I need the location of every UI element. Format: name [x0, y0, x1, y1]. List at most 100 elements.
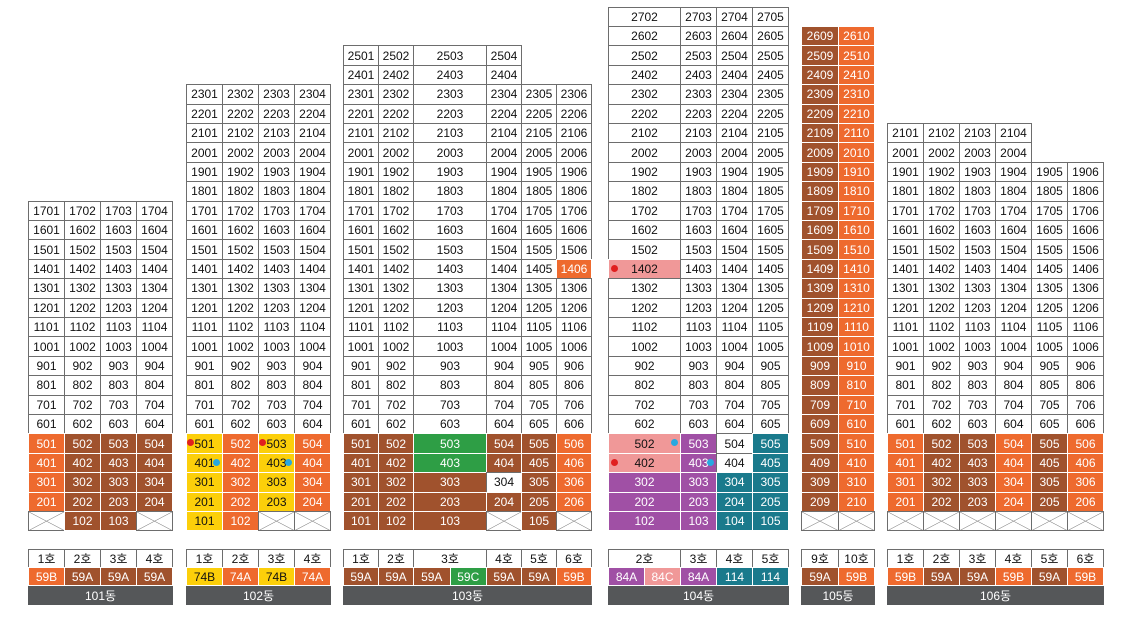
unit-cell[interactable]: 501	[887, 433, 924, 454]
unit-cell[interactable]: 1204	[716, 297, 753, 318]
unit-cell[interactable]: 1503	[413, 239, 487, 260]
unit-cell[interactable]: 1604	[136, 220, 173, 241]
unit-cell[interactable]: 605	[1031, 414, 1068, 435]
unit-cell[interactable]: 809	[801, 375, 839, 396]
unit-cell[interactable]: 1501	[28, 239, 65, 260]
unit-cell[interactable]: 1505	[752, 239, 789, 260]
unit-cell[interactable]: 402	[222, 452, 259, 474]
unit-cell[interactable]: 202	[222, 491, 259, 512]
unit-cell[interactable]: 104	[716, 511, 753, 532]
unit-cell[interactable]: 2501	[343, 45, 379, 66]
unit-cell[interactable]: 1901	[343, 161, 379, 183]
unit-cell[interactable]: 505	[1031, 433, 1068, 454]
unit-cell[interactable]: 1002	[923, 336, 960, 357]
unit-cell[interactable]: 1006	[1067, 336, 1104, 357]
unit-cell[interactable]: 1501	[887, 239, 924, 260]
unit-cell[interactable]: 604	[486, 414, 522, 435]
unit-cell[interactable]: 1201	[343, 297, 379, 318]
unit-cell[interactable]: 1605	[1031, 220, 1068, 241]
unit-cell[interactable]: 502	[608, 433, 681, 454]
unit-cell[interactable]: 303	[680, 472, 717, 493]
unit-cell[interactable]: 702	[608, 394, 681, 415]
unit-cell[interactable]: 404	[995, 452, 1032, 474]
unit-cell[interactable]: 2204	[486, 103, 522, 124]
unit-cell[interactable]: 1503	[100, 239, 137, 260]
unit-cell[interactable]: 103	[680, 511, 717, 532]
unit-cell[interactable]: 1902	[608, 161, 681, 183]
unit-cell[interactable]: 2302	[222, 84, 259, 105]
unit-cell[interactable]: 2704	[716, 6, 753, 27]
unit-cell[interactable]: 1801	[186, 181, 223, 202]
unit-cell[interactable]: 1602	[64, 220, 101, 241]
unit-cell[interactable]: 201	[186, 491, 223, 512]
unit-cell[interactable]: 1106	[556, 317, 592, 338]
unit-cell[interactable]: 303	[959, 472, 996, 493]
unit-cell[interactable]: 1601	[186, 220, 223, 241]
unit-cell[interactable]: 310	[838, 472, 875, 493]
unit-cell[interactable]: 2210	[838, 103, 875, 124]
unit-cell[interactable]: 802	[608, 375, 681, 396]
unit-cell[interactable]: 1003	[258, 336, 295, 357]
unit-cell[interactable]: 1001	[887, 336, 924, 357]
unit-cell[interactable]: 805	[521, 375, 557, 396]
unit-cell[interactable]: 905	[521, 355, 557, 377]
unit-cell[interactable]: 602	[222, 414, 259, 435]
unit-cell[interactable]: 1509	[801, 239, 839, 260]
unit-cell[interactable]: 1205	[752, 297, 789, 318]
unit-cell[interactable]: 1003	[413, 336, 487, 357]
unit-cell[interactable]: 1304	[716, 278, 753, 299]
unit-cell[interactable]: 903	[959, 355, 996, 377]
unit-cell[interactable]: 1304	[486, 278, 522, 299]
unit-cell[interactable]: 1503	[959, 239, 996, 260]
unit-cell[interactable]: 2310	[838, 84, 875, 105]
unit-cell[interactable]: 2702	[608, 6, 681, 27]
unit-cell[interactable]: 1402	[222, 258, 259, 280]
unit-cell[interactable]: 1406	[556, 258, 592, 280]
unit-cell[interactable]: 1205	[1031, 297, 1068, 318]
unit-cell[interactable]: 2402	[608, 64, 681, 86]
unit-cell[interactable]: 1701	[343, 200, 379, 221]
unit-cell[interactable]: 704	[294, 394, 331, 415]
unit-cell[interactable]: 910	[838, 355, 875, 377]
unit-cell[interactable]: 204	[294, 491, 331, 512]
unit-cell[interactable]: 1310	[838, 278, 875, 299]
unit-cell[interactable]: 1705	[752, 200, 789, 221]
unit-cell[interactable]: 1805	[521, 181, 557, 202]
unit-cell[interactable]: 2105	[521, 123, 557, 144]
unit-cell[interactable]: 1105	[752, 317, 789, 338]
unit-cell[interactable]: 504	[294, 433, 331, 454]
unit-cell[interactable]: 1602	[378, 220, 414, 241]
unit-cell[interactable]: 1504	[995, 239, 1032, 260]
unit-cell[interactable]: 601	[186, 414, 223, 435]
unit-cell[interactable]: 1404	[294, 258, 331, 280]
unit-cell[interactable]: 1002	[222, 336, 259, 357]
unit-cell[interactable]: 502	[923, 433, 960, 454]
unit-cell[interactable]: 704	[486, 394, 522, 415]
unit-cell[interactable]: 1201	[887, 297, 924, 318]
unit-cell[interactable]: 301	[887, 472, 924, 493]
unit-cell[interactable]: 902	[923, 355, 960, 377]
unit-cell[interactable]: 1704	[294, 200, 331, 221]
unit-cell[interactable]: 602	[923, 414, 960, 435]
unit-cell[interactable]: 1903	[413, 161, 487, 183]
unit-cell[interactable]: 2003	[680, 142, 717, 163]
unit-cell[interactable]: 1606	[556, 220, 592, 241]
unit-cell[interactable]: 202	[608, 491, 681, 512]
unit-cell[interactable]: 1204	[995, 297, 1032, 318]
unit-cell[interactable]: 906	[1067, 355, 1104, 377]
unit-cell[interactable]: 1803	[258, 181, 295, 202]
unit-cell[interactable]: 705	[521, 394, 557, 415]
unit-cell[interactable]: 1102	[923, 317, 960, 338]
unit-cell[interactable]: 1801	[343, 181, 379, 202]
unit-cell[interactable]: 2201	[186, 103, 223, 124]
unit-cell[interactable]: 1504	[294, 239, 331, 260]
unit-cell[interactable]: 2505	[752, 45, 789, 66]
unit-cell[interactable]: 803	[959, 375, 996, 396]
unit-cell[interactable]: 2104	[995, 123, 1032, 144]
unit-cell[interactable]: 1405	[752, 258, 789, 280]
unit-cell[interactable]: 802	[923, 375, 960, 396]
unit-cell[interactable]: 2102	[608, 123, 681, 144]
unit-cell[interactable]: 1701	[28, 200, 65, 221]
unit-cell[interactable]: 105	[521, 511, 557, 532]
unit-cell[interactable]: 2101	[343, 123, 379, 144]
